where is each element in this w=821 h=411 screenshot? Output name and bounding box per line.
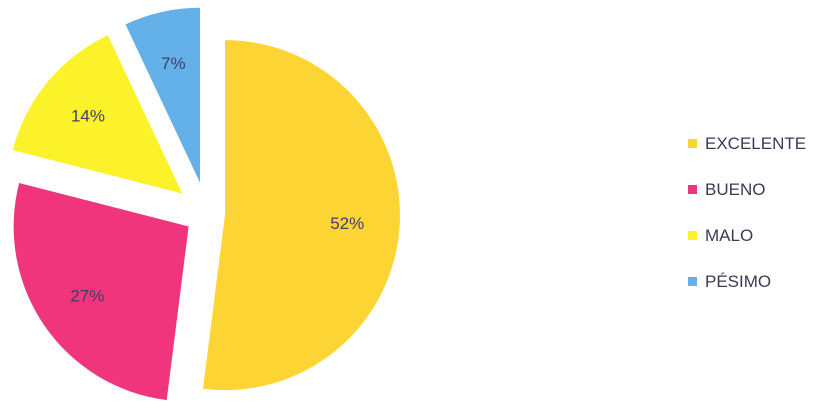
pie-slice-excelente xyxy=(203,40,400,391)
legend-label-malo: MALO xyxy=(705,226,753,245)
pie-slice-bueno xyxy=(13,182,189,401)
legend-item-pésimo: PÉSIMO xyxy=(688,272,771,291)
legend-item-excelente: EXCELENTE xyxy=(688,134,806,153)
pie-value-labels: 52% 27% 14% 7% xyxy=(70,54,364,305)
slice-value-label-malo: 14% xyxy=(71,107,105,126)
legend-label-bueno: BUENO xyxy=(705,180,765,199)
legend-item-bueno: BUENO xyxy=(688,180,765,199)
legend: EXCELENTE BUENO MALO PÉSIMO xyxy=(688,134,806,291)
legend-swatch-malo xyxy=(688,231,697,240)
legend-swatch-excelente xyxy=(688,139,697,148)
pie-slice-malo xyxy=(12,35,183,194)
slice-value-label-excelente: 52% xyxy=(330,214,364,233)
legend-item-malo: MALO xyxy=(688,226,753,245)
slice-value-label-pésimo: 7% xyxy=(161,54,186,73)
legend-swatch-pésimo xyxy=(688,277,697,286)
pie-slices xyxy=(12,7,400,401)
legend-swatch-bueno xyxy=(688,185,697,194)
slice-value-label-bueno: 27% xyxy=(70,286,104,305)
pie-slice-pésimo xyxy=(125,7,201,183)
legend-label-excelente: EXCELENTE xyxy=(705,134,806,153)
legend-label-pésimo: PÉSIMO xyxy=(705,272,771,291)
